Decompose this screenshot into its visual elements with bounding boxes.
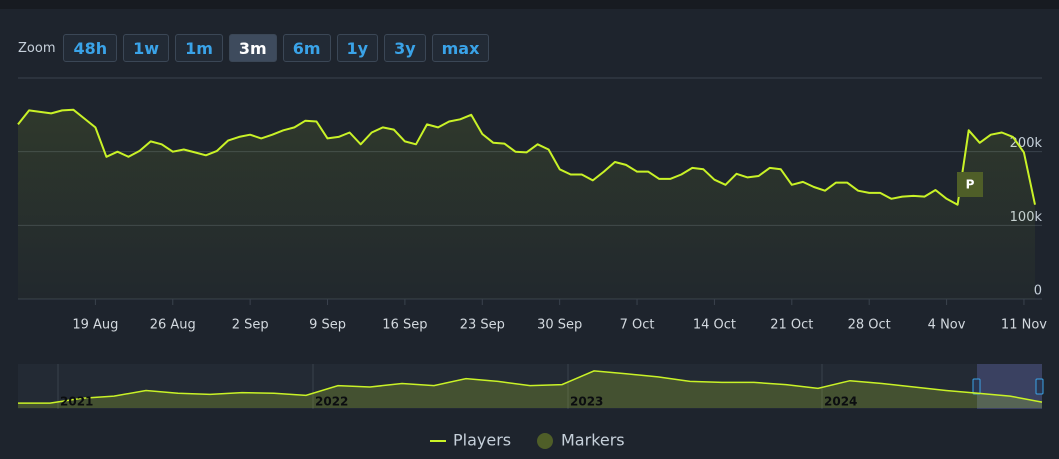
top-strip <box>0 0 1059 9</box>
y-tick-label: 0 <box>1034 284 1042 299</box>
legend-label: Players <box>453 431 511 450</box>
navigator-bg <box>18 364 1042 409</box>
navigator-year-label: 2023 <box>570 395 603 409</box>
zoom-button[interactable]: max <box>431 34 490 62</box>
navigator-window[interactable] <box>977 364 1042 409</box>
x-tick-label: 21 Oct <box>770 318 813 333</box>
x-tick-label: 30 Sep <box>537 318 582 333</box>
marker-label: P <box>966 178 975 192</box>
x-tick-label: 4 Nov <box>928 318 966 333</box>
x-tick-label: 9 Sep <box>309 318 346 333</box>
legend-marker <box>537 433 553 449</box>
zoom-button[interactable]: 1w <box>123 34 170 62</box>
zoom-button[interactable]: 48h <box>63 34 118 62</box>
x-tick-label: 26 Aug <box>150 318 196 333</box>
zoom-button[interactable]: 1m <box>175 34 223 62</box>
x-tick-label: 11 Nov <box>1001 318 1047 333</box>
x-tick-label: 14 Oct <box>693 318 736 333</box>
zoom-button[interactable]: 3y <box>384 34 426 62</box>
navigator-area <box>18 370 1042 408</box>
x-tick-label: 7 Oct <box>620 318 655 333</box>
navigator-handle[interactable] <box>1035 378 1044 395</box>
navigator-year-label: 2022 <box>315 395 348 409</box>
navigator-year-label: 2024 <box>824 395 857 409</box>
zoom-button[interactable]: 3m <box>228 34 277 62</box>
legend-label: Markers <box>561 431 625 450</box>
zoom-label: Zoom <box>18 40 56 56</box>
x-tick-label: 16 Sep <box>382 318 427 333</box>
x-tick-label: 28 Oct <box>848 318 891 333</box>
zoom-button[interactable]: 6m <box>282 34 331 62</box>
navigator-handle[interactable] <box>972 378 981 395</box>
navigator-line <box>18 370 1043 404</box>
zoom-button[interactable]: 1y <box>336 34 379 62</box>
x-tick-label: 19 Aug <box>72 318 118 333</box>
zoom-bar: Zoom 48h 1w 1m 3m 6m 1y 3y max <box>18 32 490 64</box>
series-line <box>17 108 1036 206</box>
marker-flag <box>957 172 983 197</box>
area-fill <box>18 109 1035 299</box>
x-tick-label: 2 Sep <box>232 318 269 333</box>
x-tick-label: 23 Sep <box>460 318 505 333</box>
navigator-year-label: 2021 <box>60 395 93 409</box>
